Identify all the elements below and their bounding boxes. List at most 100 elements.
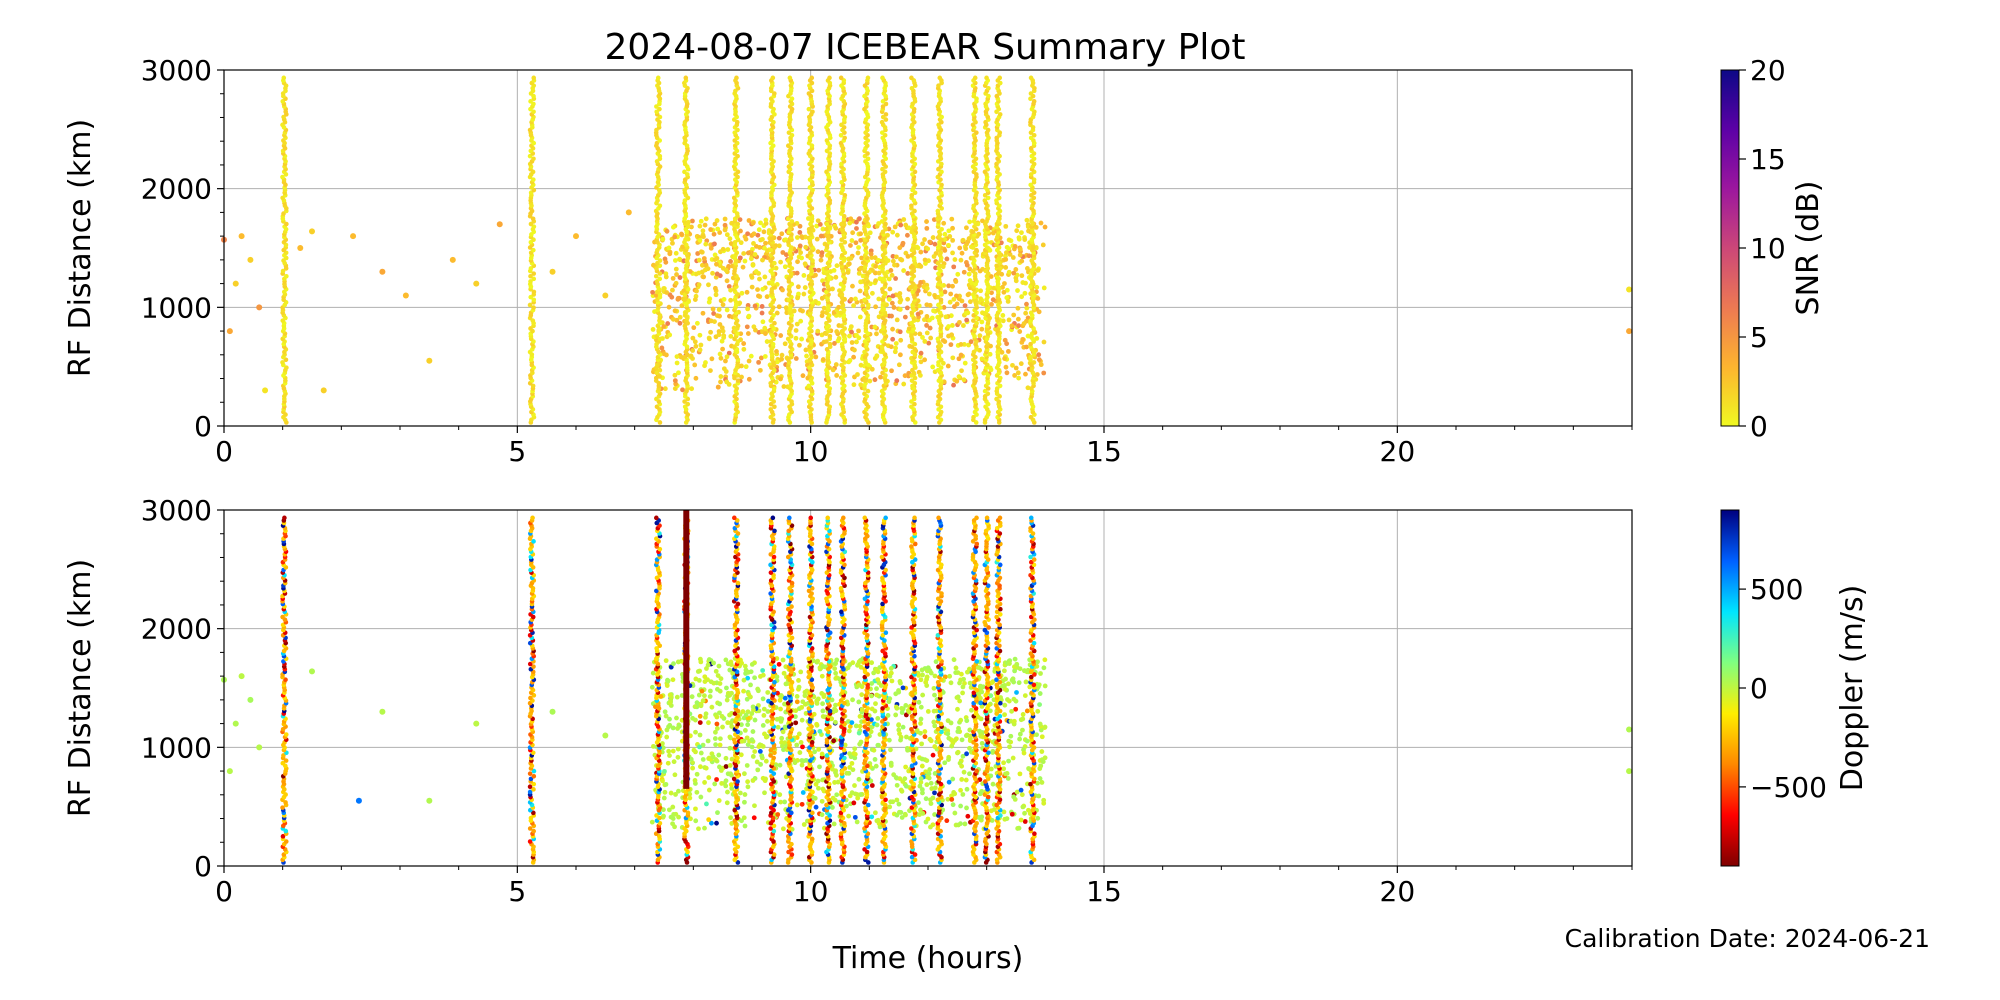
snr-streak-point bbox=[883, 112, 889, 117]
snr-point bbox=[1026, 253, 1032, 259]
doppler-point bbox=[796, 678, 801, 683]
doppler-point bbox=[794, 802, 800, 808]
doppler-point bbox=[752, 717, 758, 723]
doppler-point bbox=[749, 737, 755, 743]
snr-point bbox=[858, 237, 864, 243]
doppler-point bbox=[930, 822, 936, 828]
snr-point bbox=[834, 329, 840, 334]
doppler-point bbox=[696, 678, 702, 683]
doppler-point bbox=[820, 701, 825, 707]
snr-point bbox=[756, 293, 761, 299]
snr-point bbox=[1041, 339, 1047, 345]
doppler-point bbox=[857, 741, 863, 747]
snr-point bbox=[816, 267, 822, 273]
doppler-point bbox=[1039, 734, 1045, 740]
doppler-point bbox=[725, 789, 730, 795]
snr-point bbox=[962, 303, 968, 309]
snr-point bbox=[960, 323, 966, 328]
snr-point bbox=[672, 308, 678, 314]
snr-point bbox=[715, 226, 721, 232]
doppler-point bbox=[1023, 679, 1029, 685]
snr-point bbox=[691, 325, 697, 331]
snr-point bbox=[945, 363, 951, 369]
snr-point bbox=[781, 384, 787, 389]
snr-point bbox=[890, 229, 896, 235]
snr-point bbox=[905, 253, 911, 259]
snr-point bbox=[858, 231, 863, 237]
snr-point bbox=[703, 241, 709, 247]
doppler-point bbox=[874, 722, 880, 728]
snr-point bbox=[702, 222, 708, 228]
snr-point bbox=[894, 317, 900, 323]
doppler-point bbox=[898, 680, 903, 686]
snr-point bbox=[801, 291, 807, 297]
snr-point bbox=[724, 354, 730, 360]
snr-point bbox=[856, 245, 861, 250]
doppler-point bbox=[728, 782, 734, 788]
doppler-point bbox=[820, 708, 826, 714]
snr-point bbox=[752, 252, 758, 257]
doppler-point bbox=[778, 706, 783, 712]
snr-point bbox=[693, 343, 699, 349]
snr-point bbox=[897, 307, 903, 312]
snr-point bbox=[714, 271, 720, 277]
doppler-point bbox=[819, 798, 825, 804]
snr-point bbox=[696, 257, 702, 263]
doppler-point bbox=[670, 677, 676, 683]
snr-point bbox=[979, 356, 985, 362]
doppler-point bbox=[1020, 716, 1026, 722]
snr-point bbox=[814, 223, 820, 229]
snr-point bbox=[886, 226, 892, 232]
snr-streak-point bbox=[770, 75, 776, 81]
doppler-point bbox=[777, 762, 783, 768]
snr-point bbox=[850, 283, 855, 289]
doppler-point bbox=[959, 737, 965, 743]
doppler-point bbox=[714, 777, 719, 782]
snr-points bbox=[221, 75, 1633, 425]
snr-point bbox=[847, 333, 852, 339]
snr-point bbox=[760, 236, 765, 242]
snr-point bbox=[674, 360, 680, 366]
doppler-point bbox=[869, 693, 874, 699]
snr-point bbox=[672, 378, 678, 384]
doppler-point bbox=[856, 776, 862, 782]
doppler-point bbox=[889, 678, 895, 684]
snr-point bbox=[763, 221, 769, 226]
snr-point bbox=[720, 246, 726, 252]
doppler-point bbox=[717, 681, 723, 686]
doppler-point bbox=[778, 799, 784, 805]
snr-point bbox=[1003, 265, 1009, 270]
snr-streak-point bbox=[935, 208, 941, 214]
doppler-point bbox=[948, 720, 954, 726]
snr-point bbox=[694, 288, 699, 294]
snr-streak-point bbox=[972, 75, 978, 81]
snr-point bbox=[762, 331, 768, 336]
snr-point bbox=[774, 359, 780, 365]
snr-point bbox=[794, 321, 800, 327]
doppler-point bbox=[952, 810, 958, 816]
snr-point bbox=[848, 255, 854, 261]
doppler-point bbox=[666, 748, 672, 754]
snr-point bbox=[966, 236, 972, 241]
doppler-point bbox=[670, 748, 676, 754]
doppler-point bbox=[874, 818, 880, 824]
snr-streak-point bbox=[280, 174, 285, 180]
doppler-point bbox=[821, 692, 827, 698]
snr-point bbox=[744, 324, 750, 330]
snr-point bbox=[951, 264, 957, 270]
doppler-point bbox=[702, 780, 707, 785]
snr-point bbox=[1013, 365, 1019, 371]
doppler-point bbox=[708, 679, 714, 685]
snr-point bbox=[869, 255, 875, 260]
snr-point bbox=[783, 305, 789, 311]
snr-point bbox=[1007, 252, 1013, 257]
snr-point bbox=[886, 276, 892, 282]
doppler-point bbox=[958, 803, 964, 809]
snr-point bbox=[755, 232, 761, 238]
snr-point bbox=[262, 387, 269, 394]
doppler-point bbox=[658, 694, 664, 699]
snr-point bbox=[728, 241, 734, 246]
snr-point bbox=[720, 302, 726, 308]
snr-point bbox=[819, 313, 825, 319]
snr-point bbox=[670, 224, 676, 230]
